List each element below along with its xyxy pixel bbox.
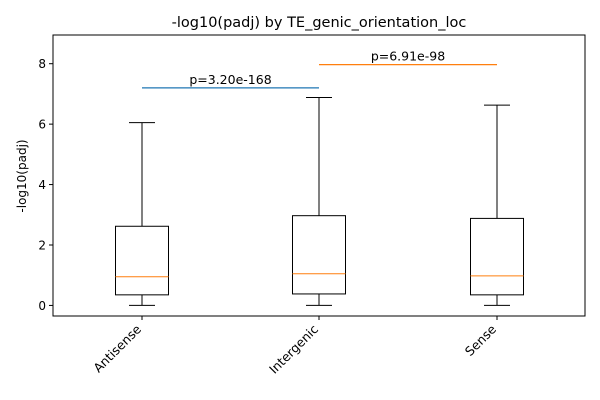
plot-area: 0 2 4 6 8 Antisense Intergenic Sense p=3.20e-168… bbox=[38, 49, 524, 377]
y-tick-label: 6 bbox=[38, 118, 46, 132]
y-axis-label: -log10(padj) bbox=[15, 139, 29, 212]
iqr-box bbox=[470, 217, 524, 296]
box-intergenic bbox=[292, 97, 346, 306]
iqr-box bbox=[292, 215, 346, 295]
iqr-box bbox=[115, 225, 169, 296]
box-antisense bbox=[115, 122, 169, 306]
x-tick-label-intergenic: Intergenic bbox=[266, 321, 321, 376]
y-tick-label: 4 bbox=[38, 178, 46, 192]
x-tick-label-sense: Sense bbox=[462, 321, 500, 359]
y-tick-label: 2 bbox=[38, 238, 46, 252]
significance-label-1: p=3.20e-168 bbox=[189, 72, 271, 87]
box-sense bbox=[470, 104, 524, 306]
significance-label-2: p=6.91e-98 bbox=[371, 49, 445, 64]
chart-title: -log10(padj) by TE_genic_orientation_loc bbox=[172, 15, 467, 31]
y-tick-label: 8 bbox=[38, 57, 46, 71]
axes-frame bbox=[52, 34, 586, 317]
x-tick-label-antisense: Antisense bbox=[90, 321, 144, 375]
y-tick-label: 0 bbox=[38, 299, 46, 313]
